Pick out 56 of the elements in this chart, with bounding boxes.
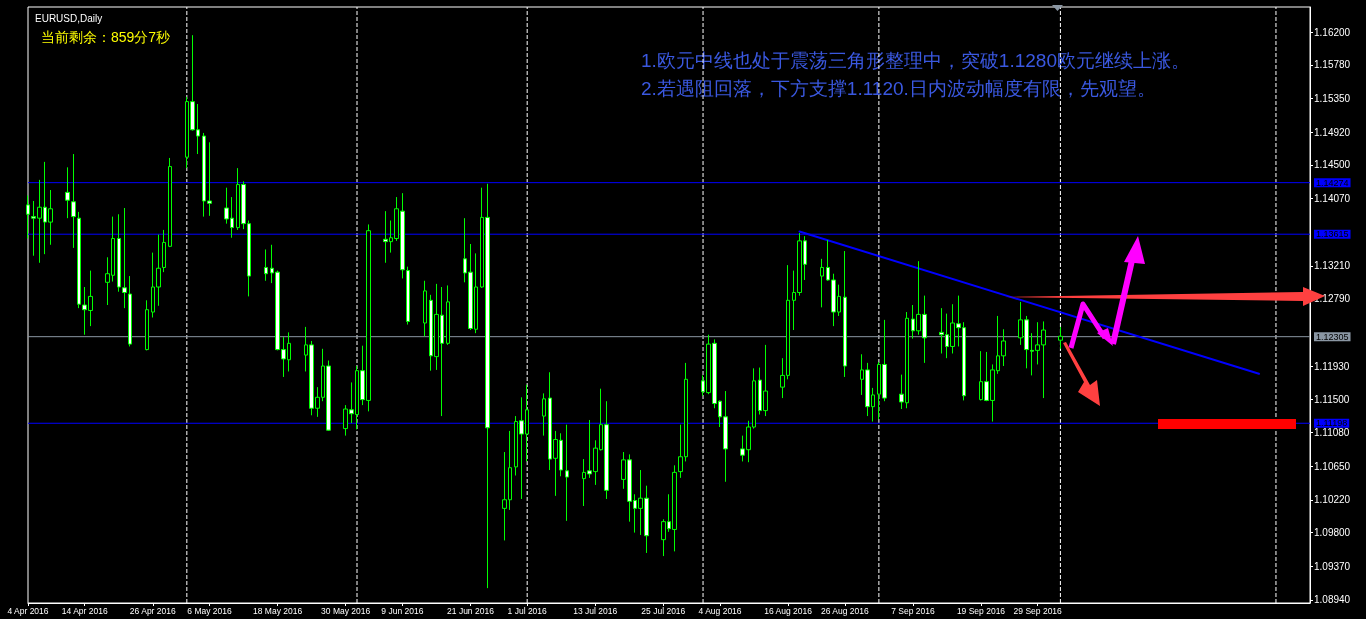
y-tick-label: 1.09800 xyxy=(1314,527,1351,539)
x-tick-label: 6 May 2016 xyxy=(187,605,232,616)
y-tick-label: 1.14500 xyxy=(1314,159,1351,171)
x-tick-label: 29 Sep 2016 xyxy=(1013,605,1063,616)
y-tick-label: 1.11500 xyxy=(1314,394,1350,406)
ref-line-label: 1.14274 xyxy=(1316,177,1349,188)
candlestick xyxy=(446,284,450,346)
y-tick-label: 1.13210 xyxy=(1314,260,1351,272)
candlestick xyxy=(565,424,569,522)
x-tick-label: 30 May 2016 xyxy=(321,605,371,616)
annotation: 2.若遇阻回落，下方支撑1.1120.日内波动幅度有限，先观望。 xyxy=(641,78,1156,99)
y-tick-label: 1.11080 xyxy=(1314,426,1350,438)
candlestick xyxy=(406,266,410,326)
y-tick-label: 1.09370 xyxy=(1314,560,1351,572)
y-tick-label: 1.10220 xyxy=(1314,494,1351,506)
x-tick-label: 1 Jul 2016 xyxy=(507,605,548,616)
x-tick-label: 4 Apr 2016 xyxy=(7,605,49,616)
y-tick-label: 1.15780 xyxy=(1314,59,1351,71)
x-tick-label: 26 Apr 2016 xyxy=(129,605,176,616)
x-tick-label: 18 May 2016 xyxy=(253,605,303,616)
y-tick-label: 1.14070 xyxy=(1314,193,1351,205)
y-tick-label: 1.16200 xyxy=(1314,26,1351,38)
x-tick-label: 14 Apr 2016 xyxy=(61,605,108,616)
x-tick-label: 9 Jun 2016 xyxy=(381,605,424,616)
y-tick-label: 1.11930 xyxy=(1314,360,1350,372)
x-tick-label: 4 Aug 2016 xyxy=(698,605,742,616)
candlestick xyxy=(71,153,76,249)
candlestick xyxy=(128,275,132,347)
candlestick xyxy=(843,250,847,378)
candlestick xyxy=(65,166,70,219)
y-tick-label: 1.12790 xyxy=(1314,293,1351,305)
ref-line-label: 1.12305 xyxy=(1316,331,1349,342)
candlestick xyxy=(162,229,166,273)
y-tick-label: 1.10650 xyxy=(1314,460,1351,472)
y-tick-label: 1.15350 xyxy=(1314,93,1351,105)
x-tick-label: 21 Jun 2016 xyxy=(447,605,495,616)
candlestick xyxy=(264,248,268,282)
annotation: 1.欧元中线也处于震荡三角形整理中，突破1.1280欧元继续上涨。 xyxy=(641,50,1190,71)
text: 当前剩余：859分7秒 xyxy=(41,29,171,45)
candlestick xyxy=(168,157,172,248)
candlestick xyxy=(820,258,824,308)
x-tick-label: 13 Jul 2016 xyxy=(573,605,618,616)
candlestick xyxy=(423,280,427,337)
y-tick-label: 1.14920 xyxy=(1314,126,1351,138)
x-tick-label: 26 Aug 2016 xyxy=(820,605,869,616)
candlestick xyxy=(1058,326,1063,350)
x-tick-label: 19 Sep 2016 xyxy=(956,605,1006,616)
ref-line-label: 1.11198 xyxy=(1316,418,1348,429)
x-tick-label: 25 Jul 2016 xyxy=(641,605,686,616)
ref-line-label: 1.13615 xyxy=(1316,229,1349,240)
x-tick-label: 7 Sep 2016 xyxy=(891,605,935,616)
candlestick xyxy=(542,392,546,437)
x-tick-label: 16 Aug 2016 xyxy=(764,605,813,616)
candlestick xyxy=(145,299,149,351)
text: EURUSD,Daily xyxy=(35,12,103,24)
y-tick-label: 1.08940 xyxy=(1314,594,1351,606)
